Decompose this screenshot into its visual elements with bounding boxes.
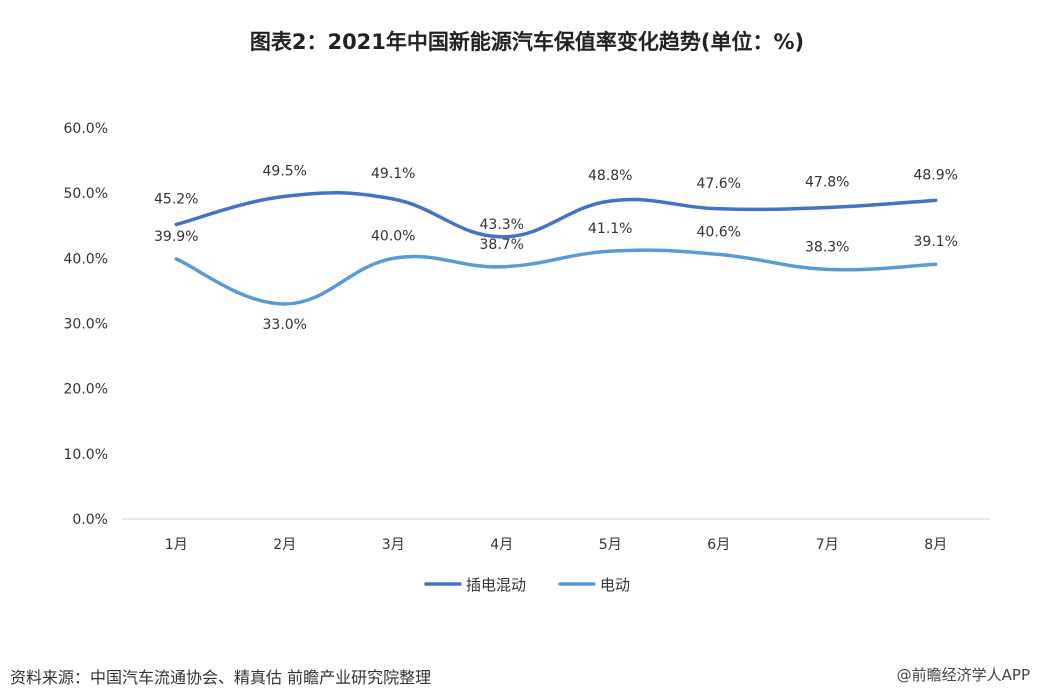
y-tick-label: 10.0% [64, 447, 108, 463]
data-label: 38.3% [805, 239, 849, 255]
data-label: 49.5% [263, 163, 307, 179]
x-tick-label: 4月 [490, 537, 513, 553]
brand-label: @前瞻经济学人APP [896, 666, 1030, 684]
data-label: 39.1% [914, 234, 958, 250]
legend-label-2: 电动 [600, 576, 630, 594]
y-tick-label: 50.0% [64, 186, 108, 202]
data-label: 47.6% [697, 176, 741, 192]
data-label: 33.0% [263, 317, 307, 333]
data-label: 40.6% [697, 224, 741, 240]
series-line-2 [174, 248, 938, 306]
data-label: 39.9% [154, 229, 198, 245]
x-tick-label: 2月 [273, 537, 296, 553]
plot-area: 0.0% 10.0% 20.0% 30.0% 40.0% 50.0% 60.0% 1月 2月 3月… [64, 121, 990, 594]
source-note: 资料来源：中国汽车流通协会、精真估 前瞻产业研究院整理 [10, 668, 432, 687]
data-label: 47.8% [805, 175, 849, 191]
x-tick-label: 1月 [165, 537, 188, 553]
y-tick-label: 40.0% [64, 251, 108, 267]
legend-label-1: 插电混动 [466, 576, 526, 594]
data-label: 38.7% [480, 237, 524, 253]
x-tick-label: 8月 [924, 537, 947, 553]
data-label: 40.0% [371, 228, 415, 244]
data-label: 41.1% [588, 221, 632, 237]
data-label: 48.9% [914, 167, 958, 183]
chart-title: 图表2：2021年中国新能源汽车保值率变化趋势(单位：%) [249, 30, 805, 54]
y-tick-label: 20.0% [64, 382, 108, 398]
x-tick-label: 6月 [707, 537, 730, 553]
y-tick-label: 60.0% [64, 121, 108, 137]
y-tick-label: 30.0% [64, 317, 108, 333]
data-label: 48.8% [588, 168, 632, 184]
x-tick-label: 7月 [816, 537, 839, 553]
data-label: 49.1% [371, 166, 415, 182]
series-line-1 [174, 191, 938, 239]
x-tick-label: 5月 [599, 537, 622, 553]
data-label: 45.2% [154, 191, 198, 207]
x-tick-label: 3月 [382, 537, 405, 553]
data-label: 43.3% [480, 217, 524, 233]
y-tick-label: 0.0% [72, 512, 108, 528]
